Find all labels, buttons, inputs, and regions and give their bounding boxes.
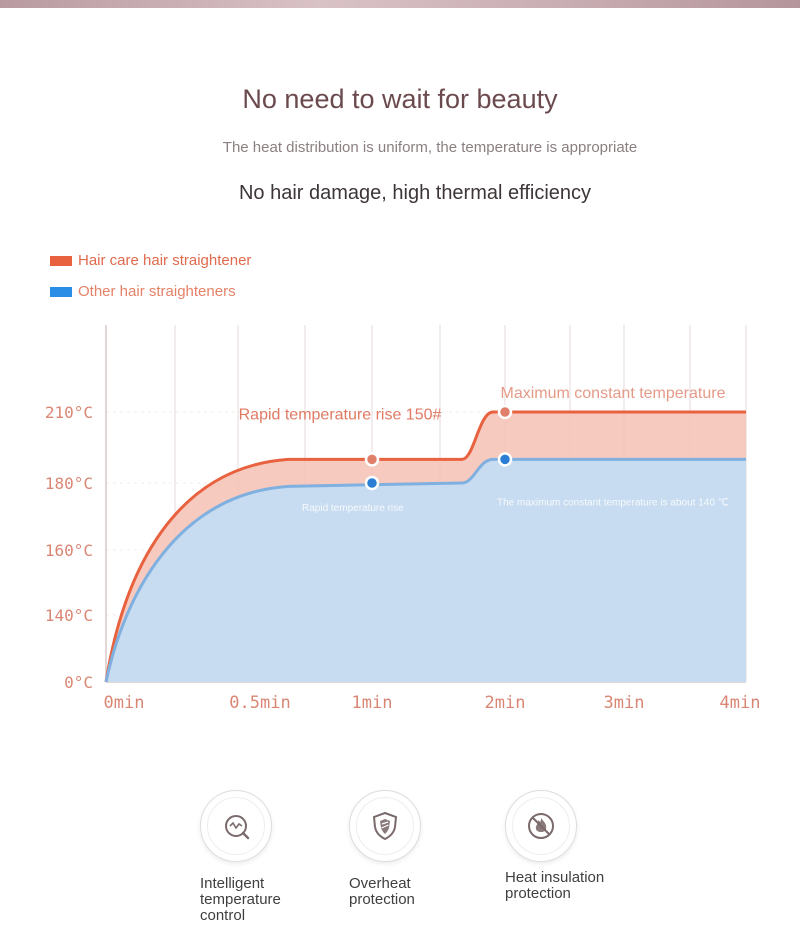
data-point-marker [364,452,380,467]
line-hair-care [104,410,746,683]
chart-areas [106,412,746,682]
annotation-max-constant: Maximum constant temperature [501,385,726,402]
legend-swatch-blue [50,286,72,297]
x-tick-label: 0.5min [229,693,290,713]
area-other [106,459,746,682]
top-banner-strip [0,0,800,8]
chart-labels: 0min 0.5min 1min 2min 3min 4min 0°C 140°C 160°C 1… [45,385,761,713]
x-tick-label: 0min [104,693,145,713]
legend-item-other: Other hair straighteners [50,283,236,300]
feature-circle [349,790,421,862]
feature-label: Overheat protection [349,875,415,908]
legend-label: Other hair straighteners [78,283,236,300]
feature-heat-insulation: Heat insulation protection [505,790,655,902]
annotation-rapid-rise: Rapid temperature rise 150# [239,406,442,423]
data-point-marker [364,475,380,491]
chart-lines [104,410,746,683]
feature-label: Intelligent temperature control [200,875,281,924]
y-tick-label: 0°C [64,673,93,692]
y-tick-label: 180°C [45,474,93,493]
feature-circle [505,790,577,862]
annotation-faint-max: The maximum constant temperature is abou… [497,497,729,508]
no-fire-icon [528,813,554,839]
y-tick-label: 210°C [45,403,93,422]
line-other [104,457,746,683]
chart-markers [364,404,513,491]
thermostat-icon [225,815,250,840]
legend-item-hair-care: Hair care hair straightener [50,252,251,269]
temperature-chart: 0min 0.5min 1min 2min 3min 4min 0°C 140°C 160°C 1… [45,325,761,713]
annotation-faint-rise: Rapid temperature rise [302,503,404,514]
feature-overheat-protection: Overheat protection [349,790,499,908]
data-point-marker [497,452,513,467]
legend-swatch-orange [50,255,72,266]
tagline: No hair damage, high thermal efficiency [238,182,592,204]
subtitle: The heat distribution is uniform, the te… [222,139,638,156]
y-tick-label: 160°C [45,541,93,560]
shield-icon [372,811,398,841]
x-tick-label: 4min [720,693,761,713]
feature-circle [200,790,272,862]
x-tick-label: 1min [352,693,393,713]
legend-label: Hair care hair straightener [78,252,252,269]
feature-label: Heat insulation protection [505,869,605,902]
x-tick-label: 3min [604,693,645,713]
y-tick-label: 140°C [45,606,93,625]
page-title: No need to wait for beauty [242,84,558,114]
feature-intelligent-temperature: Intelligent temperature control [200,790,350,924]
x-tick-label: 2min [485,693,526,713]
data-point-marker [497,404,513,420]
